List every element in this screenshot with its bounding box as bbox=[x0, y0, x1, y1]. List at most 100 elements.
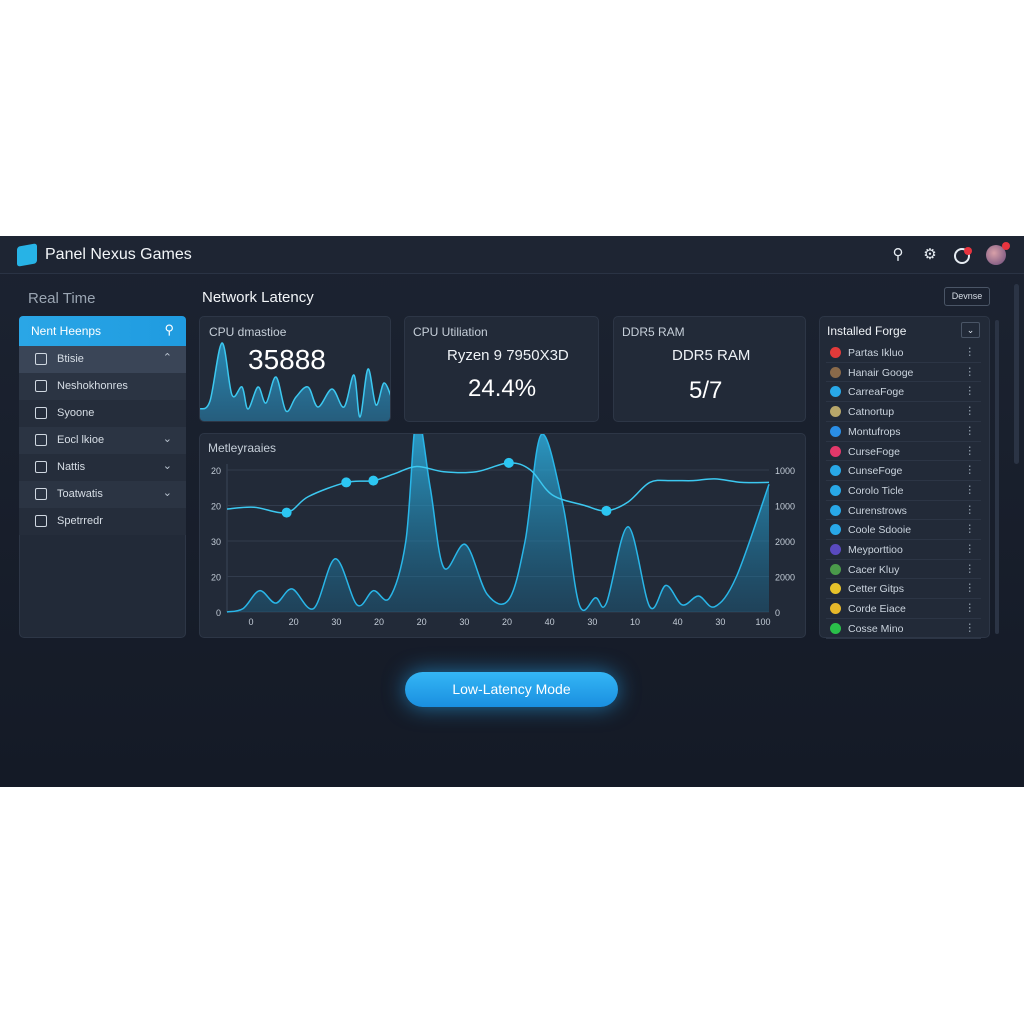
installed-item[interactable]: Cacer Kluy ⋮ bbox=[826, 560, 981, 580]
installed-item[interactable]: Coole Sdooie ⋮ bbox=[826, 520, 981, 541]
devices-button[interactable]: Devnse bbox=[944, 287, 990, 306]
chevron-down-icon[interactable]: ⌄ bbox=[162, 460, 172, 472]
more-options-icon[interactable]: ⋮ bbox=[964, 483, 976, 496]
app-icon bbox=[830, 366, 841, 378]
more-options-icon[interactable]: ⋮ bbox=[964, 602, 976, 615]
installed-item[interactable]: Corde Eiace ⋮ bbox=[826, 599, 981, 619]
installed-item-label: Curenstrows bbox=[848, 504, 907, 517]
installed-item[interactable]: Hanair Googe ⋮ bbox=[826, 363, 981, 383]
latency-chart: 0 20 30 20 20 0 2000 2000 1000 1000 0 20 30 20 20 30 20 4… bbox=[211, 434, 795, 627]
chevron-down-icon[interactable]: ⌄ bbox=[162, 433, 172, 445]
collapse-button[interactable]: ⌄ bbox=[961, 322, 980, 338]
avatar[interactable] bbox=[986, 242, 1010, 265]
y2-tick-label: 1000 bbox=[775, 466, 795, 476]
search-icon[interactable]: ⚲ bbox=[164, 322, 174, 337]
installed-item[interactable]: Partas Ikluo ⋮ bbox=[826, 343, 981, 363]
installed-item-label: Cetter Gitps bbox=[848, 583, 905, 596]
sidebar-item-label: Toatwatis bbox=[57, 488, 103, 500]
installed-item[interactable]: CunseFoge ⋮ bbox=[826, 461, 981, 481]
installed-item-label: Cosse Mino bbox=[848, 622, 904, 635]
card-ram-subtitle: DDR5 RAM bbox=[672, 347, 751, 364]
more-options-icon[interactable]: ⋮ bbox=[964, 503, 976, 516]
sidebar-item[interactable]: Nattis ⌄ bbox=[19, 454, 186, 481]
sidebar-item[interactable]: Toatwatis ⌄ bbox=[19, 481, 186, 508]
line-series bbox=[226, 462, 770, 514]
more-options-icon[interactable]: ⋮ bbox=[964, 346, 976, 358]
installed-item-label: Corde Eiace bbox=[848, 603, 906, 616]
sidebar-item[interactable]: Btisie ⌃ bbox=[19, 346, 186, 373]
app-icon bbox=[830, 583, 841, 595]
installed-item-label: Catnortup bbox=[848, 406, 895, 419]
more-options-icon[interactable]: ⋮ bbox=[964, 464, 976, 477]
more-options-icon[interactable]: ⋮ bbox=[964, 562, 976, 575]
app-icon bbox=[830, 622, 841, 634]
sidebar-item[interactable]: Neshokhonres bbox=[19, 373, 186, 400]
app-icon bbox=[830, 465, 841, 477]
sidebar-item-label: Syoone bbox=[57, 407, 95, 419]
header: Panel Nexus Games ⚲ ⚙ bbox=[0, 236, 1024, 274]
sidebar-search-header[interactable]: Nent Heenps ⚲ bbox=[19, 316, 186, 346]
more-options-icon[interactable]: ⋮ bbox=[964, 385, 976, 398]
installed-item[interactable]: Meyporttioo ⋮ bbox=[826, 540, 981, 560]
installed-item-label: Corolo Ticle bbox=[848, 484, 904, 497]
chevron-up-icon[interactable]: ⌃ bbox=[162, 352, 172, 364]
installed-item[interactable]: CurseFoge ⋮ bbox=[826, 442, 981, 462]
x-tick-label: 30 bbox=[715, 617, 725, 627]
installed-item[interactable]: Curenstrows ⋮ bbox=[826, 501, 981, 521]
more-options-icon[interactable]: ⋮ bbox=[964, 405, 976, 418]
x-tick-label: 30 bbox=[459, 617, 469, 627]
card-ram-value: 5/7 bbox=[689, 377, 723, 404]
search-icon[interactable]: ⚲ bbox=[892, 246, 904, 263]
y-tick-label: 20 bbox=[211, 573, 221, 583]
installed-item-label: CarreaFoge bbox=[848, 386, 905, 399]
installed-item-label: Meyporttioo bbox=[848, 544, 903, 556]
card-ram-title: DDR5 RAM bbox=[622, 325, 685, 339]
low-latency-mode-button[interactable]: Low-Latency Mode bbox=[405, 672, 618, 707]
sidebar-item[interactable]: Eocl lkioe ⌄ bbox=[19, 427, 186, 454]
installed-item[interactable]: Cetter Gitps ⋮ bbox=[826, 579, 981, 600]
sidebar-item-label: Eocl lkioe bbox=[57, 434, 105, 446]
y2-tick-label: 0 bbox=[775, 608, 780, 618]
installed-item[interactable]: Catnortup ⋮ bbox=[826, 402, 981, 422]
installed-item[interactable]: Corolo Ticle ⋮ bbox=[826, 481, 981, 501]
sidebar-item[interactable]: Syoone bbox=[19, 400, 186, 427]
more-options-icon[interactable]: ⋮ bbox=[964, 424, 976, 437]
globe-icon bbox=[35, 461, 47, 473]
installed-panel bbox=[819, 316, 990, 638]
y-tick-label: 0 bbox=[216, 608, 221, 618]
installed-item[interactable]: CarreaFoge ⋮ bbox=[826, 382, 981, 403]
more-options-icon[interactable]: ⋮ bbox=[964, 621, 976, 634]
line-marker bbox=[281, 507, 292, 518]
installed-scrollbar[interactable] bbox=[995, 320, 999, 634]
x-tick-label: 30 bbox=[331, 617, 341, 627]
x-tick-label: 40 bbox=[545, 617, 555, 627]
section-title-network-latency: Network Latency bbox=[202, 289, 314, 306]
page-scrollbar[interactable] bbox=[1014, 284, 1019, 464]
camera-icon bbox=[35, 488, 47, 500]
app-icon bbox=[830, 347, 841, 358]
grid-icon bbox=[35, 353, 47, 365]
more-options-icon[interactable]: ⋮ bbox=[964, 444, 976, 457]
more-options-icon[interactable]: ⋮ bbox=[964, 523, 976, 536]
more-options-icon[interactable]: ⋮ bbox=[964, 543, 976, 555]
chevron-down-icon[interactable]: ⌄ bbox=[162, 487, 172, 499]
clock-icon[interactable] bbox=[954, 247, 972, 264]
app-window: Panel Nexus Games ⚲ ⚙ Real Time Network … bbox=[0, 236, 1024, 787]
sidebar-item[interactable]: Spetrredr bbox=[19, 508, 186, 535]
installed-item-label: Montufrops bbox=[848, 425, 901, 438]
sparkline-fill bbox=[200, 342, 390, 421]
gear-icon[interactable]: ⚙ bbox=[923, 246, 937, 263]
sidebar-header-label: Nent Heenps bbox=[31, 324, 102, 338]
notification-badge bbox=[964, 247, 972, 255]
more-options-icon[interactable]: ⋮ bbox=[964, 365, 976, 378]
sidebar-item-label: Btisie bbox=[57, 353, 84, 365]
sidebar-item-label: Nattis bbox=[57, 461, 86, 473]
app-icon bbox=[830, 603, 841, 615]
box-icon bbox=[35, 407, 47, 419]
y2-tick-label: 2000 bbox=[775, 573, 795, 583]
card-cpu-value: 35888 bbox=[248, 344, 326, 375]
installed-item[interactable]: Cosse Mino ⋮ bbox=[826, 619, 981, 639]
area-series-line bbox=[226, 434, 770, 613]
more-options-icon[interactable]: ⋮ bbox=[964, 582, 976, 595]
installed-item[interactable]: Montufrops ⋮ bbox=[826, 422, 981, 442]
